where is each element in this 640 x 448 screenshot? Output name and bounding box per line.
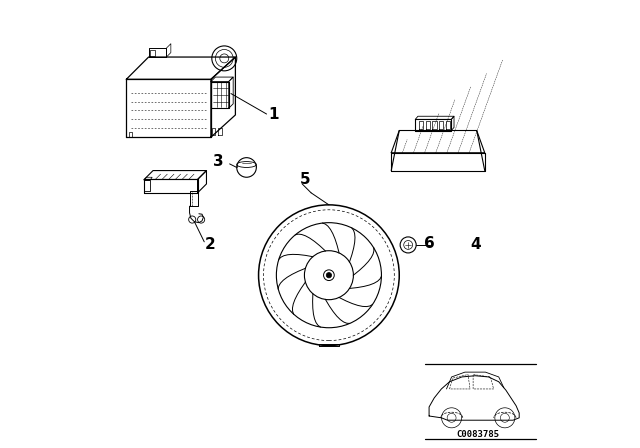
Circle shape [324,270,334,280]
Text: 1: 1 [269,108,279,122]
Text: C0083785: C0083785 [456,430,500,439]
Circle shape [326,272,332,278]
Text: 4: 4 [470,237,481,251]
Text: 6: 6 [424,236,435,251]
Text: 3: 3 [212,154,223,169]
Text: 2: 2 [205,237,216,251]
Text: 5: 5 [300,172,310,187]
